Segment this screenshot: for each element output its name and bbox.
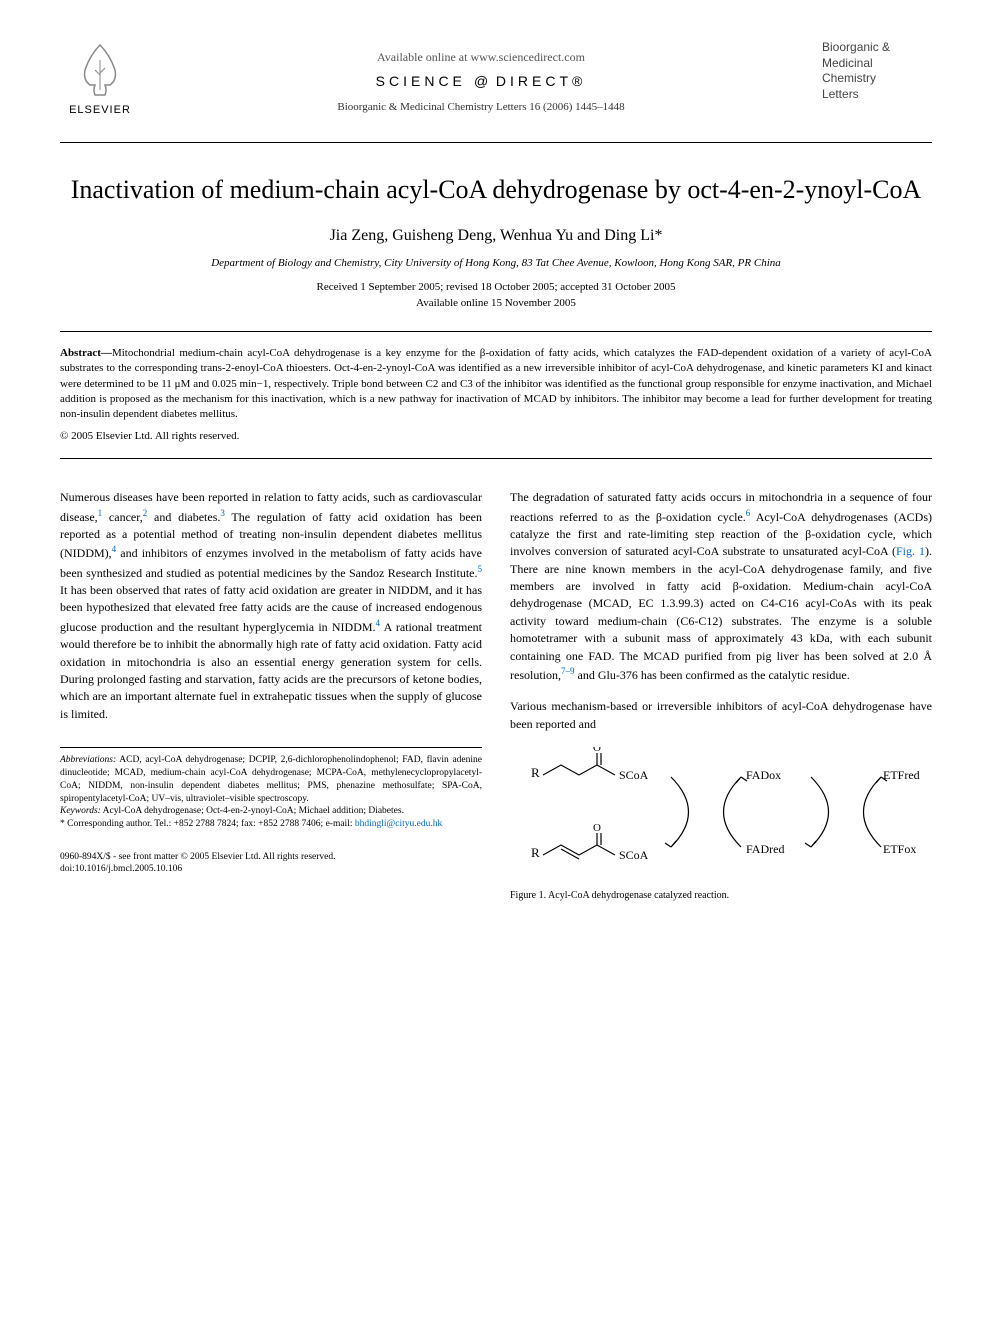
body-paragraph: Various mechanism-based or irreversible … <box>510 698 932 733</box>
ref-superscript[interactable]: 4 <box>376 618 381 628</box>
scoa-label: SCoA <box>619 848 649 862</box>
article-title: Inactivation of medium-chain acyl-CoA de… <box>60 173 932 207</box>
ref-superscript[interactable]: 7–9 <box>561 666 575 676</box>
left-column: Numerous diseases have been reported in … <box>60 489 482 903</box>
doi-line: doi:10.1016/j.bmcl.2005.10.106 <box>60 863 482 875</box>
abbreviations-label: Abbreviations: <box>60 755 116 765</box>
scoa-label: SCoA <box>619 768 649 782</box>
fadred-label: FADred <box>746 842 784 856</box>
sciencedirect-suffix: DIRECT® <box>496 73 586 89</box>
abstract-text: Mitochondrial medium-chain acyl-CoA dehy… <box>60 347 932 421</box>
abstract-block: Abstract—Mitochondrial medium-chain acyl… <box>60 331 932 459</box>
reaction-scheme-icon: R O SCoA R O SCoA FADox FAD <box>521 747 921 877</box>
r-label: R <box>531 845 540 860</box>
etfred-label: ETFred <box>883 768 920 782</box>
dates-available: Available online 15 November 2005 <box>60 297 932 309</box>
page-header: ELSEVIER Available online at www.science… <box>60 40 932 130</box>
keywords-label: Keywords: <box>60 806 101 816</box>
corresponding-footnote: * Corresponding author. Tel.: +852 2788 … <box>60 818 482 831</box>
o-label: O <box>593 747 601 754</box>
sciencedirect-word: SCIENCE <box>376 73 466 89</box>
etfox-label: ETFox <box>883 842 916 856</box>
keywords-footnote: Keywords: Acyl-CoA dehydrogenase; Oct-4-… <box>60 805 482 818</box>
journal-name-line: Chemistry <box>822 71 932 87</box>
header-rule <box>60 142 932 143</box>
journal-reference: Bioorganic & Medicinal Chemistry Letters… <box>140 101 822 113</box>
issn-line: 0960-894X/$ - see front matter © 2005 El… <box>60 851 482 863</box>
available-online-text: Available online at www.sciencedirect.co… <box>140 50 822 65</box>
fadox-label: FADox <box>746 768 781 782</box>
right-column: The degradation of saturated fatty acids… <box>510 489 932 903</box>
figure-caption: Figure 1. Acyl-CoA dehydrogenase catalyz… <box>510 889 932 904</box>
body-columns: Numerous diseases have been reported in … <box>60 489 932 903</box>
footnotes: Abbreviations: ACD, acyl-CoA dehydrogena… <box>60 747 482 831</box>
bottom-meta: 0960-894X/$ - see front matter © 2005 El… <box>60 851 482 876</box>
journal-name-box: Bioorganic & Medicinal Chemistry Letters <box>822 40 932 102</box>
dates-received: Received 1 September 2005; revised 18 Oc… <box>60 281 932 293</box>
ref-superscript[interactable]: 5 <box>478 564 483 574</box>
body-paragraph: The degradation of saturated fatty acids… <box>510 489 932 684</box>
abstract-copyright: © 2005 Elsevier Ltd. All rights reserved… <box>60 429 932 444</box>
ref-superscript[interactable]: 3 <box>220 508 225 518</box>
abbreviations-text: ACD, acyl-CoA dehydrogenase; DCPIP, 2,6-… <box>60 755 482 803</box>
ref-superscript[interactable]: 1 <box>98 508 103 518</box>
journal-name-line: Letters <box>822 87 932 103</box>
r-label: R <box>531 765 540 780</box>
figure-1: R O SCoA R O SCoA FADox FAD <box>510 747 932 903</box>
abbreviations-footnote: Abbreviations: ACD, acyl-CoA dehydrogena… <box>60 754 482 805</box>
email-link[interactable]: bhdingli@cityu.edu.hk <box>355 819 442 829</box>
body-paragraph: Numerous diseases have been reported in … <box>60 489 482 723</box>
affiliation: Department of Biology and Chemistry, Cit… <box>60 257 932 269</box>
corresponding-text: Tel.: +852 2788 7824; fax: +852 2788 740… <box>154 819 355 829</box>
ref-superscript[interactable]: 2 <box>143 508 148 518</box>
elsevier-tree-icon <box>65 40 135 100</box>
header-center: Available online at www.sciencedirect.co… <box>140 40 822 113</box>
corresponding-label: * Corresponding author. <box>60 819 154 829</box>
abstract-label: Abstract— <box>60 347 112 359</box>
ref-superscript[interactable]: 6 <box>746 508 751 518</box>
authors-line: Jia Zeng, Guisheng Deng, Wenhua Yu and D… <box>60 227 932 245</box>
elsevier-name: ELSEVIER <box>69 104 131 116</box>
sciencedirect-logo: SCIENCE @ DIRECT® <box>140 73 822 89</box>
keywords-text: Acyl-CoA dehydrogenase; Oct-4-en-2-ynoyl… <box>101 806 404 816</box>
ref-superscript[interactable]: 4 <box>112 544 117 554</box>
figure-link[interactable]: Fig. 1 <box>896 544 925 558</box>
journal-name-line: Bioorganic & <box>822 40 932 56</box>
o-label: O <box>593 822 601 834</box>
elsevier-logo: ELSEVIER <box>60 40 140 130</box>
journal-name-line: Medicinal <box>822 56 932 72</box>
